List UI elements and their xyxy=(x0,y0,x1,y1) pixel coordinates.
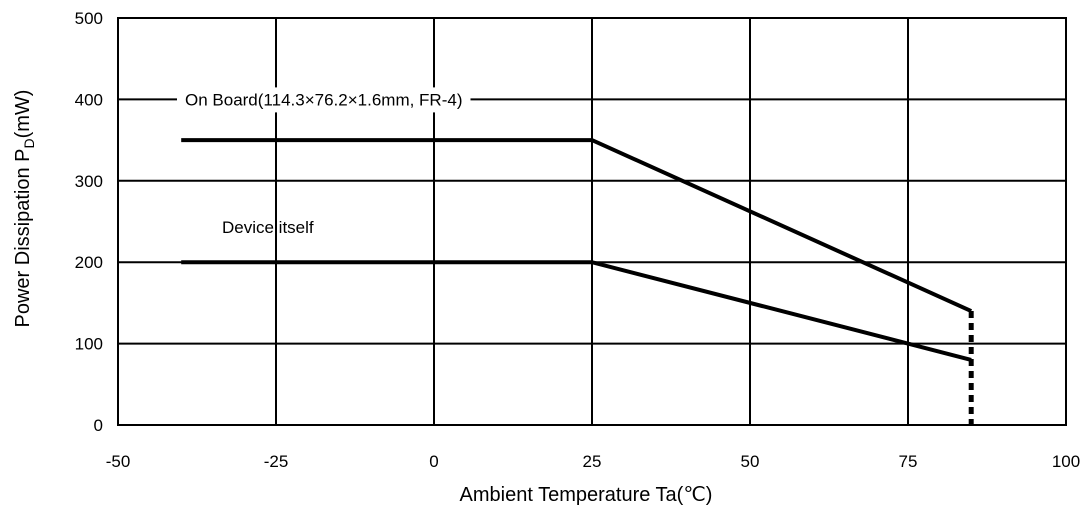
y-tick-labels: 0 100 200 300 400 500 xyxy=(75,9,103,435)
y-axis-title-subscript: D xyxy=(21,138,37,148)
y-axis-title-main: Power Dissipation P xyxy=(12,149,34,328)
x-tick-label: 100 xyxy=(1052,452,1080,471)
y-tick-label: 100 xyxy=(75,335,103,354)
x-tick-label: 50 xyxy=(741,452,760,471)
x-tick-labels: -50 -25 0 25 50 75 100 xyxy=(106,452,1080,471)
x-tick-label: -25 xyxy=(264,452,289,471)
annotations: On Board(114.3×76.2×1.6mm, FR-4) Device i… xyxy=(177,87,471,237)
y-axis-title-unit: (mW) xyxy=(12,90,34,139)
x-tick-label: 25 xyxy=(583,452,602,471)
y-tick-label: 0 xyxy=(94,416,103,435)
series-line xyxy=(181,138,973,313)
x-axis-title: Ambient Temperature Ta(℃) xyxy=(460,484,713,506)
y-tick-label: 400 xyxy=(75,90,103,109)
series-label-on-board: On Board(114.3×76.2×1.6mm, FR-4) xyxy=(185,90,463,109)
y-axis-title: Power Dissipation PD(mW) xyxy=(12,90,37,328)
x-tick-label: -50 xyxy=(106,452,131,471)
plot-border xyxy=(117,17,1067,426)
x-tick-label: 75 xyxy=(899,452,918,471)
plot-frame xyxy=(117,17,1067,426)
series-label-background xyxy=(177,87,471,113)
y-tick-label: 200 xyxy=(75,253,103,272)
x-tick-label: 0 xyxy=(429,452,438,471)
series-label-device-itself: Device itself xyxy=(222,218,314,237)
y-tick-label: 300 xyxy=(75,172,103,191)
y-tick-label: 500 xyxy=(75,9,103,28)
series-line xyxy=(181,260,972,362)
series-lines xyxy=(181,138,973,362)
